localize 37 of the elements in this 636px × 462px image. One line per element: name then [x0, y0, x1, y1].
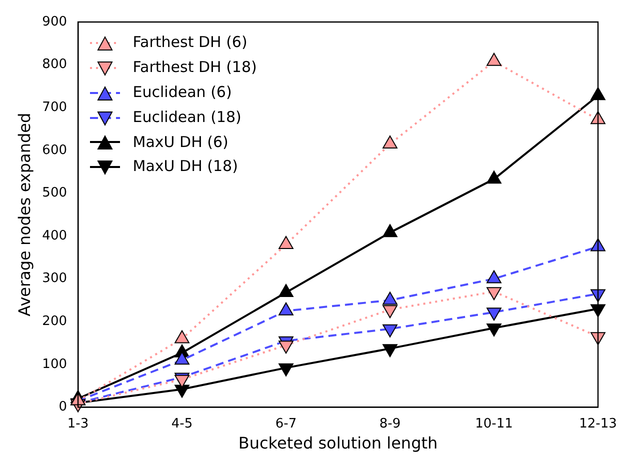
point — [174, 384, 190, 398]
point — [486, 308, 502, 321]
point — [382, 324, 398, 338]
y-tick-label: 300 — [42, 271, 68, 286]
y-tick-label: 700 — [42, 100, 68, 115]
y-tick-label: 100 — [42, 356, 68, 372]
x-axis-title: Bucketed solution length — [238, 434, 438, 453]
x-tick-label: 12-13 — [579, 416, 617, 432]
y-tick-label: 800 — [42, 57, 68, 72]
point — [486, 170, 502, 184]
x-tick-label: 4-5 — [171, 416, 193, 432]
x-tick-label: 6-7 — [275, 416, 297, 432]
legend-label: Farthest DH (6) — [132, 33, 248, 51]
point — [278, 340, 294, 354]
legend-label: Euclidean (18) — [132, 108, 242, 126]
point — [486, 52, 502, 66]
y-tick-label: 900 — [42, 14, 68, 30]
y-tick-label: 600 — [42, 142, 68, 158]
legend-label: Euclidean (6) — [132, 82, 232, 101]
point — [382, 305, 398, 318]
point — [590, 332, 606, 346]
x-tick-label: 8-9 — [379, 416, 401, 432]
legend-label: Farthest DH (18) — [132, 58, 257, 76]
point — [382, 344, 398, 358]
point — [382, 135, 398, 148]
point — [486, 287, 502, 300]
y-tick-label: 400 — [42, 228, 68, 244]
point — [486, 324, 502, 337]
y-tick-label: 200 — [42, 314, 68, 329]
legend-label: MaxU DH (6) — [132, 132, 228, 151]
y-tick-label: 0 — [58, 400, 68, 415]
x-tick-label: 1-3 — [67, 416, 89, 432]
y-axis-title: Average nodes expanded — [14, 112, 34, 316]
x-tick-label: 10-11 — [475, 416, 513, 432]
y-tick-label: 500 — [42, 186, 68, 201]
point — [278, 363, 294, 376]
legend-label: MaxU DH (18) — [132, 157, 238, 176]
